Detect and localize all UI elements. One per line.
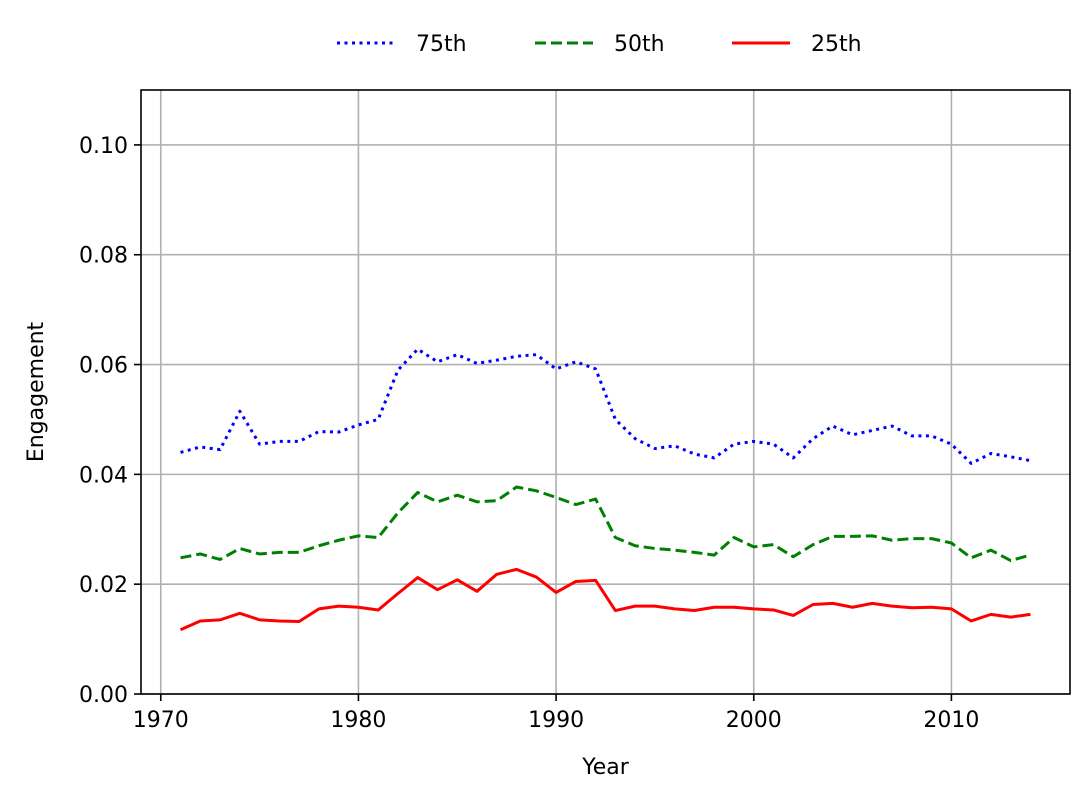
x-tick-label: 2010 — [923, 708, 979, 733]
y-tick-label: 0.02 — [79, 573, 128, 598]
x-tick-label: 1970 — [133, 708, 189, 733]
y-tick-label: 0.00 — [79, 683, 128, 708]
y-tick-label: 0.10 — [79, 134, 128, 159]
x-tick-label: 1980 — [330, 708, 386, 733]
series-lines — [179, 347, 1031, 632]
axis-ticks: 1970 1980 1990 2000 2010 0.00 0.02 0.04 0.06 0.08… — [79, 134, 979, 733]
legend-label-25th: 25th — [811, 32, 862, 57]
x-tick-label: 2000 — [726, 708, 782, 733]
series-line-50th — [180, 485, 1031, 563]
x-tick-label: 1990 — [528, 708, 584, 733]
y-tick-label: 0.04 — [79, 463, 128, 488]
y-axis-label: Engagement — [24, 321, 49, 462]
plot-frame — [140, 89, 1071, 695]
x-axis-label: Year — [581, 755, 630, 780]
legend: 75th 50th 25th — [337, 32, 862, 57]
series-line-25th — [179, 567, 1031, 632]
legend-label-75th: 75th — [416, 32, 467, 57]
legend-label-50th: 50th — [614, 32, 665, 57]
y-tick-label: 0.06 — [79, 354, 128, 379]
y-tick-label: 0.08 — [79, 244, 128, 269]
